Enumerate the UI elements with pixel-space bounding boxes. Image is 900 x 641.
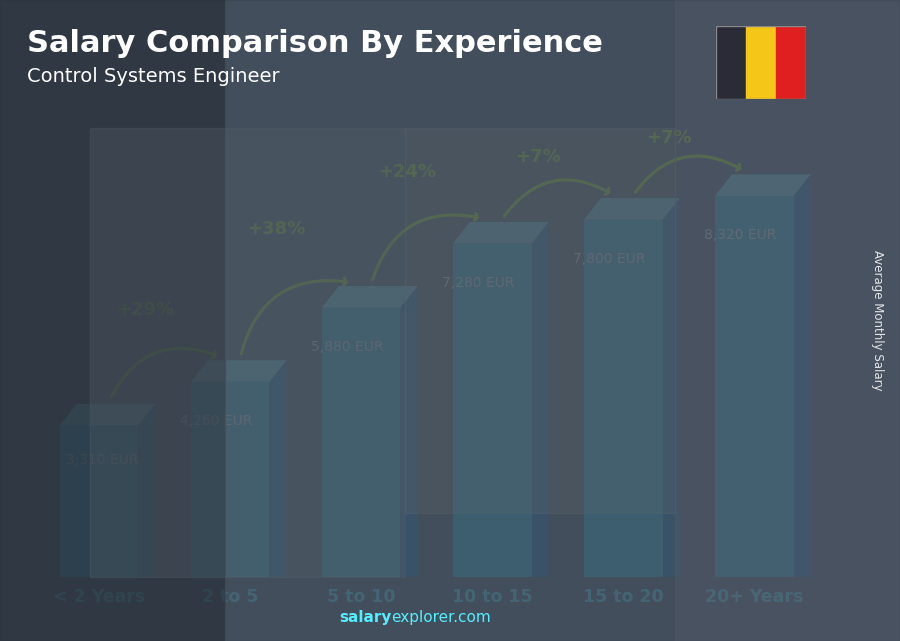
Bar (0, 0, 225, 641)
Polygon shape (794, 174, 811, 577)
Polygon shape (139, 404, 156, 577)
Text: Salary Comparison By Experience: Salary Comparison By Experience (27, 29, 603, 58)
Text: 7,280 EUR: 7,280 EUR (443, 276, 515, 290)
Polygon shape (269, 360, 286, 577)
Polygon shape (322, 308, 400, 577)
Text: 7,800 EUR: 7,800 EUR (573, 252, 646, 266)
Bar (225, 0, 675, 641)
Text: salary: salary (339, 610, 392, 625)
Polygon shape (453, 244, 532, 577)
Polygon shape (191, 382, 269, 577)
Text: +29%: +29% (116, 301, 174, 319)
Polygon shape (453, 222, 548, 244)
Polygon shape (584, 220, 662, 577)
Polygon shape (715, 196, 794, 577)
Polygon shape (715, 174, 811, 196)
Polygon shape (400, 286, 418, 577)
Bar (90, 128, 405, 577)
Text: 3,310 EUR: 3,310 EUR (67, 453, 139, 467)
Text: +24%: +24% (378, 163, 436, 181)
Polygon shape (584, 198, 680, 220)
Polygon shape (191, 360, 286, 382)
Bar (405, 128, 675, 513)
Text: +38%: +38% (247, 220, 305, 238)
Polygon shape (59, 404, 156, 426)
Text: Control Systems Engineer: Control Systems Engineer (27, 67, 280, 87)
Text: Average Monthly Salary: Average Monthly Salary (871, 250, 884, 391)
Text: 5,880 EUR: 5,880 EUR (311, 340, 384, 354)
Bar (745, 26, 776, 99)
Text: 4,260 EUR: 4,260 EUR (180, 414, 253, 428)
Polygon shape (532, 222, 548, 577)
Bar (716, 26, 745, 99)
Polygon shape (322, 286, 418, 308)
Polygon shape (662, 198, 680, 577)
Text: explorer.com: explorer.com (392, 610, 491, 625)
Bar (675, 0, 900, 641)
Bar (776, 26, 806, 99)
Text: +7%: +7% (515, 148, 561, 166)
Text: 8,320 EUR: 8,320 EUR (705, 228, 777, 242)
Text: +7%: +7% (646, 129, 692, 147)
Polygon shape (59, 426, 139, 577)
